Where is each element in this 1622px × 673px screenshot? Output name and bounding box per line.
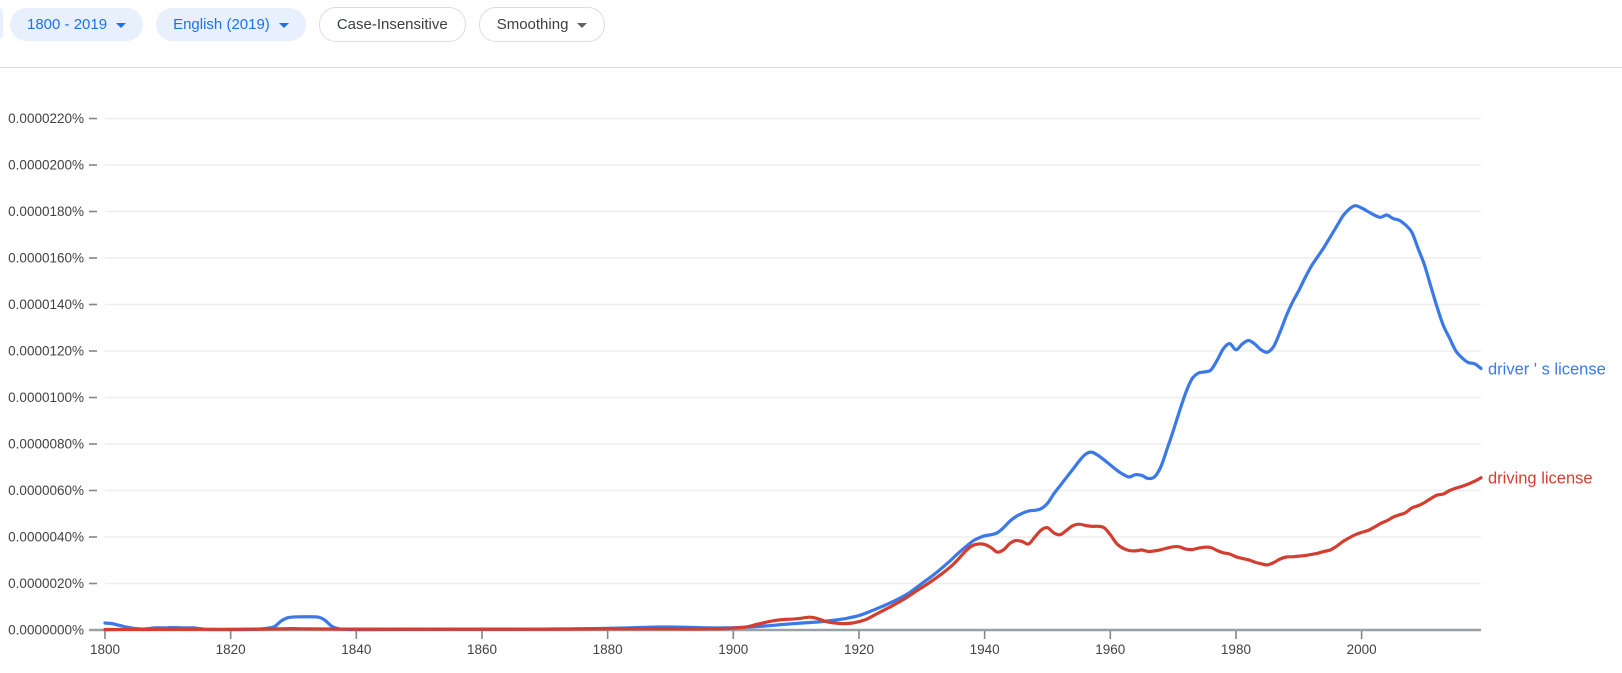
toolbar: 1800 - 2019 English (2019) Case-Insensit…: [0, 0, 1622, 67]
y-axis-tick-label: 0.0000180%: [8, 204, 84, 219]
x-axis-tick-label: 1940: [970, 642, 1000, 657]
y-axis-tick-label: 0.0000080%: [8, 437, 84, 452]
chevron-down-icon: [278, 23, 289, 28]
y-axis-tick-label: 0.0000060%: [8, 483, 84, 498]
x-axis-tick-label: 1840: [341, 642, 371, 657]
y-axis-tick-label: 0.0000200%: [8, 158, 84, 173]
corpus-dropdown[interactable]: English (2019): [156, 8, 306, 41]
x-axis-tick-label: 2000: [1347, 642, 1377, 657]
y-axis-tick-label: 0.0000040%: [8, 530, 84, 545]
query-chips-row: 1800 - 2019 English (2019) Case-Insensit…: [10, 7, 606, 42]
series-end-label-drivers-license[interactable]: driver ' s license: [1488, 360, 1606, 378]
ngram-chart: 0.0000000% 0.0000020% 0.0000040% 0.0000060%…: [0, 68, 1622, 668]
chevron-down-icon: [116, 23, 127, 28]
smoothing-label: Smoothing: [496, 16, 569, 33]
smoothing-dropdown[interactable]: Smoothing: [478, 7, 606, 42]
x-axis-tick-label: 1860: [467, 642, 497, 657]
y-axis-tick-label: 0.0000160%: [8, 251, 84, 266]
year-range-dropdown[interactable]: 1800 - 2019: [10, 8, 144, 41]
partial-chip[interactable]: [0, 7, 3, 40]
x-axis-tick-label: 1900: [718, 642, 748, 657]
series-line-driving-license[interactable]: [103, 476, 1483, 632]
case-insensitive-label: Case-Insensitive: [336, 16, 448, 33]
y-axis-tick-label: 0.0000140%: [8, 297, 84, 312]
x-axis-tick-label: 1980: [1221, 642, 1251, 657]
ngram-chart-svg: 0.0000000% 0.0000020% 0.0000040% 0.0000060%…: [8, 111, 1606, 657]
series-line-drivers-license[interactable]: [103, 204, 1483, 632]
x-axis-tick-label: 1880: [593, 642, 623, 657]
y-axis-tick-label: 0.0000120%: [8, 344, 84, 359]
y-axis-tick-label: 0.0000100%: [8, 390, 84, 405]
series-end-label-driving-license[interactable]: driving license: [1488, 470, 1593, 488]
corpus-label: English (2019): [173, 16, 270, 33]
y-axis-tick-label: 0.0000220%: [8, 111, 84, 126]
x-axis-tick-label: 1920: [844, 642, 874, 657]
x-axis-tick-label: 1960: [1095, 642, 1125, 657]
case-insensitive-toggle[interactable]: Case-Insensitive: [318, 7, 466, 42]
x-axis-tick-label: 1800: [90, 642, 120, 657]
y-axis-tick-label: 0.0000020%: [8, 576, 84, 591]
x-axis-tick-label: 1820: [216, 642, 246, 657]
y-axis-tick-label: 0.0000000%: [8, 623, 84, 638]
header-divider: [0, 67, 1622, 68]
year-range-label: 1800 - 2019: [27, 16, 108, 33]
chevron-down-icon: [577, 23, 588, 28]
